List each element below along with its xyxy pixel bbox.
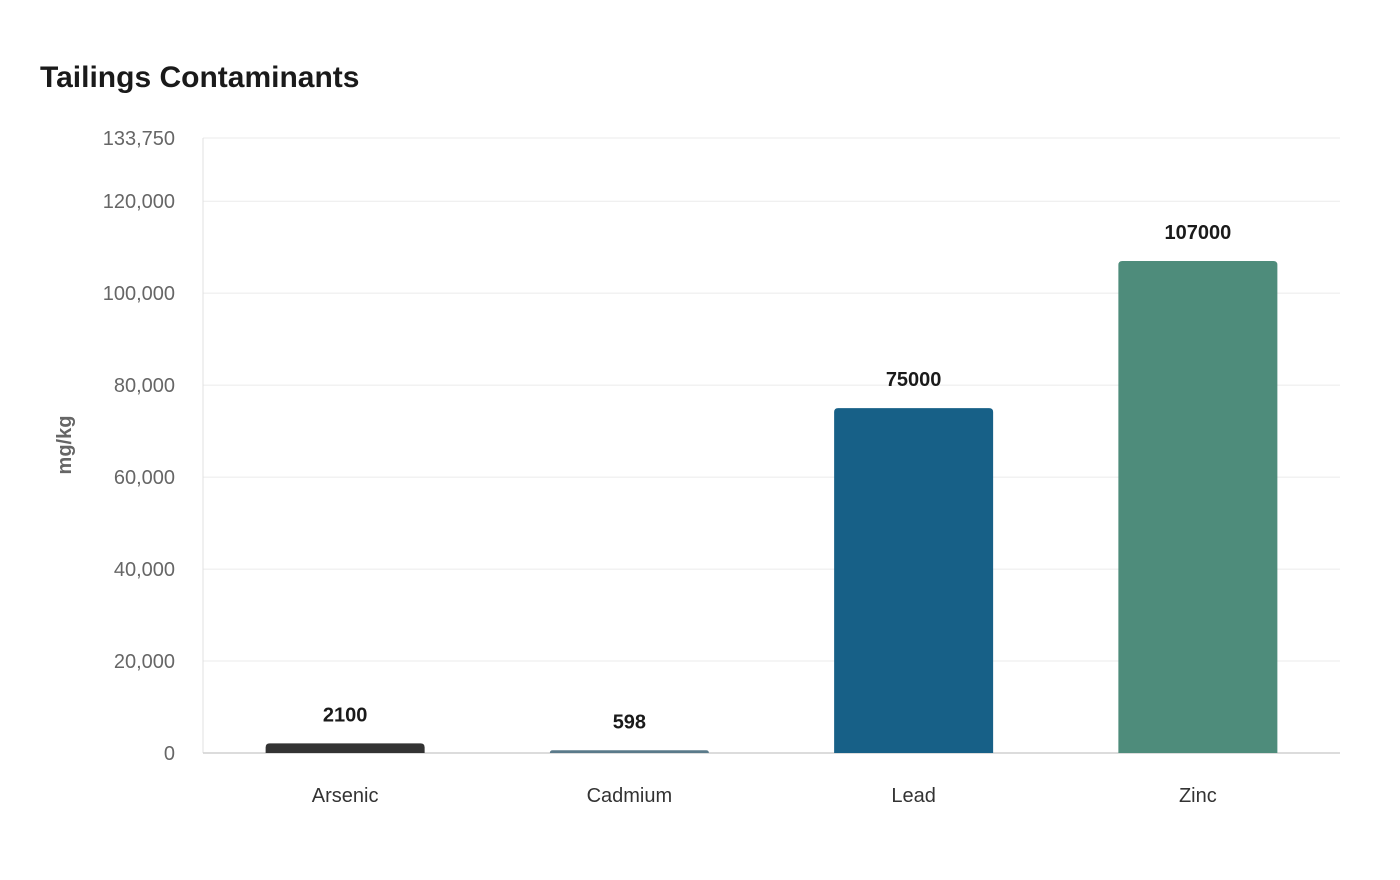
bar-zinc: [1118, 261, 1278, 753]
y-tick-label: 80,000: [114, 375, 175, 397]
data-label: 598: [613, 711, 646, 733]
bar-cadmium: [549, 750, 709, 753]
y-tick-label: 20,000: [114, 651, 175, 673]
x-tick-label: Arsenic: [312, 785, 379, 807]
x-tick-label: Zinc: [1179, 785, 1217, 807]
data-label: 2100: [323, 704, 368, 726]
data-label: 107000: [1165, 222, 1232, 244]
bar-arsenic: [265, 743, 425, 753]
x-tick-label: Cadmium: [587, 785, 673, 807]
y-tick-label: 100,000: [103, 283, 175, 305]
data-label: 75000: [886, 369, 942, 391]
y-tick-label: 60,000: [114, 467, 175, 489]
x-tick-label: Lead: [891, 785, 936, 807]
chart-title: Tailings Contaminants: [40, 61, 360, 94]
y-axis-label: mg/kg: [54, 416, 76, 475]
y-tick-label: 120,000: [103, 191, 175, 213]
y-tick-label: 40,000: [114, 559, 175, 581]
y-tick-label: 0: [164, 743, 175, 765]
bar-lead: [834, 408, 994, 753]
y-tick-label: 133,750: [103, 128, 175, 150]
